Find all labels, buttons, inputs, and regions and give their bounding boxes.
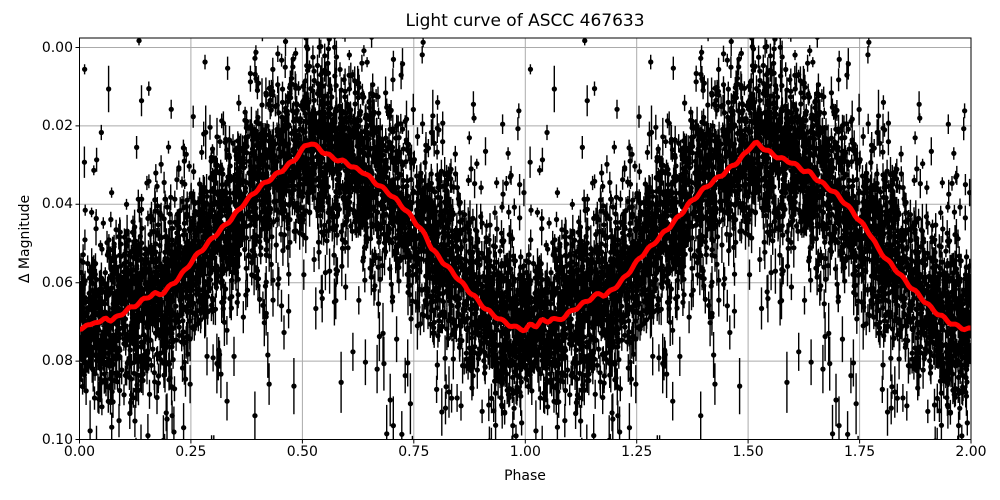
y-tick-label: 0.04 [41, 196, 73, 213]
axis-ticks [75, 47, 972, 444]
x-tick-label: 1.50 [732, 444, 764, 460]
x-tick-label: 1.25 [621, 444, 653, 460]
y-tick-label: 0.02 [41, 117, 73, 134]
y-tick-label: 0.06 [41, 274, 73, 291]
x-tick-label: 2.00 [955, 444, 987, 460]
x-tick-label: 0.00 [63, 444, 96, 460]
x-tick-label: 0.25 [175, 444, 207, 460]
chart-title: Light curve of ASCC 467633 [405, 11, 645, 31]
x-tick-label: 0.75 [398, 444, 430, 460]
y-tick-label: 0.00 [41, 39, 73, 56]
x-tick-label: 1.00 [509, 444, 541, 460]
y-tick-label: 0.08 [41, 353, 73, 370]
x-tick-label: 0.50 [286, 444, 318, 460]
y-tick-label: 0.10 [41, 431, 73, 448]
x-axis-label: Phase [504, 468, 546, 484]
mean-curve [79, 139, 971, 334]
x-tick-label: 1.75 [844, 444, 876, 460]
